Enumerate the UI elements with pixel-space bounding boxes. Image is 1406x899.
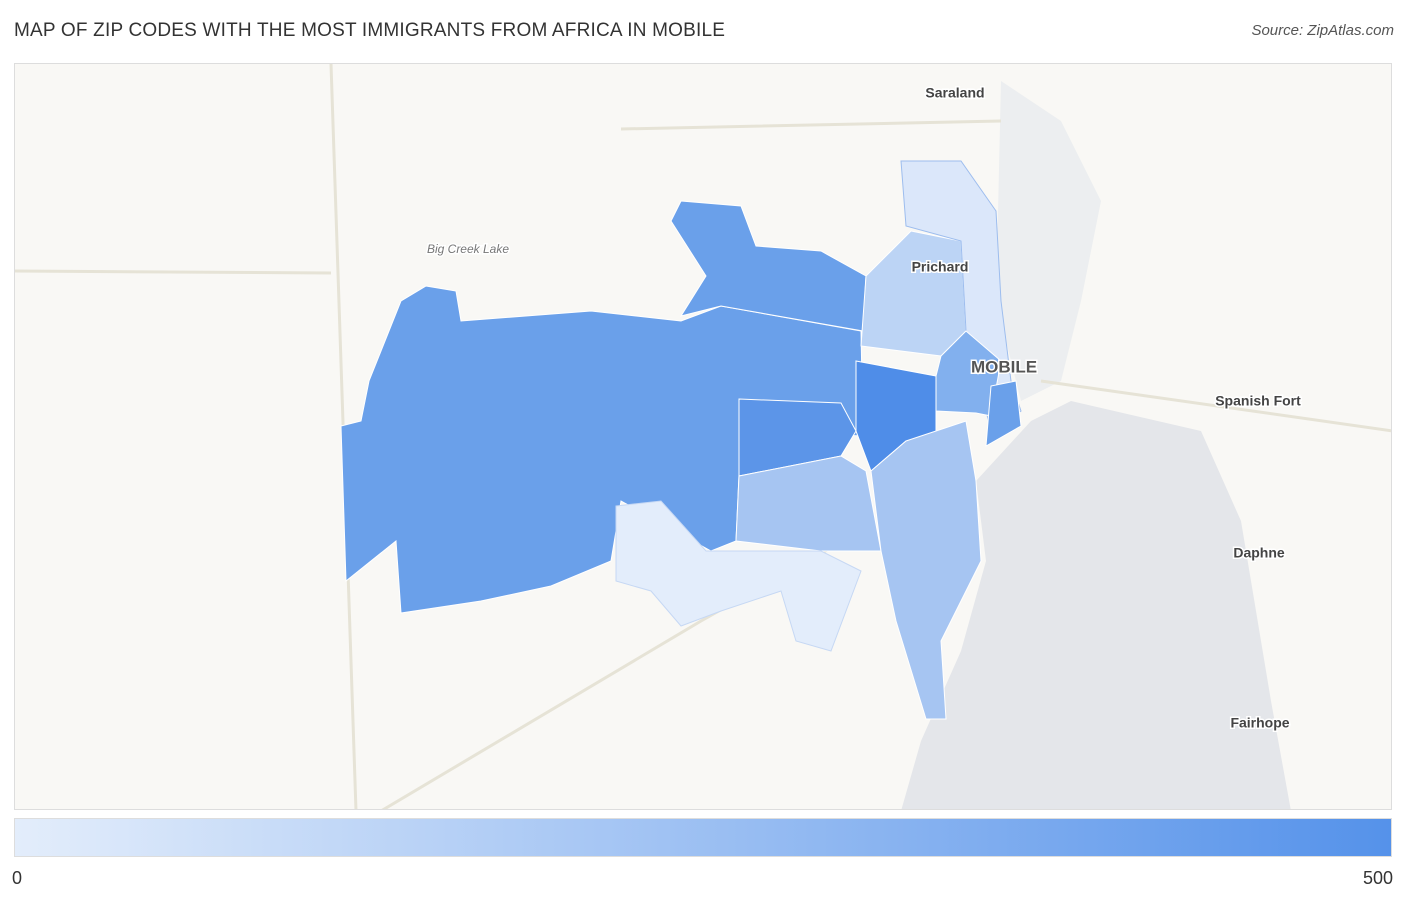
place-label: MOBILE	[971, 357, 1037, 376]
delta	[996, 81, 1101, 401]
place-label: Daphne	[1233, 545, 1285, 561]
legend-gradient	[14, 818, 1392, 857]
source: Source: ZipAtlas.com	[1251, 22, 1394, 39]
zip-region	[615, 500, 862, 652]
zip-region	[870, 420, 982, 720]
bay	[901, 401, 1291, 809]
legend-max: 500	[1362, 868, 1393, 888]
legend-min: 0	[12, 868, 23, 888]
place-label: Fairhope	[1230, 715, 1289, 731]
zip-region	[935, 330, 1002, 417]
zip-region	[985, 380, 1022, 447]
zip-region	[738, 398, 857, 477]
place-label: Saraland	[925, 85, 984, 101]
place-label: Prichard	[912, 259, 969, 275]
map-canvas: Saraland Big Creek Lake Prichard MOBILE …	[15, 64, 1391, 809]
place-label: Spanish Fort	[1215, 393, 1301, 409]
map: Saraland Big Creek Lake Prichard MOBILE …	[14, 63, 1392, 810]
map-title: MAP OF ZIP CODES WITH THE MOST IMMIGRANT…	[14, 20, 726, 41]
place-label: Big Creek Lake	[427, 242, 509, 256]
